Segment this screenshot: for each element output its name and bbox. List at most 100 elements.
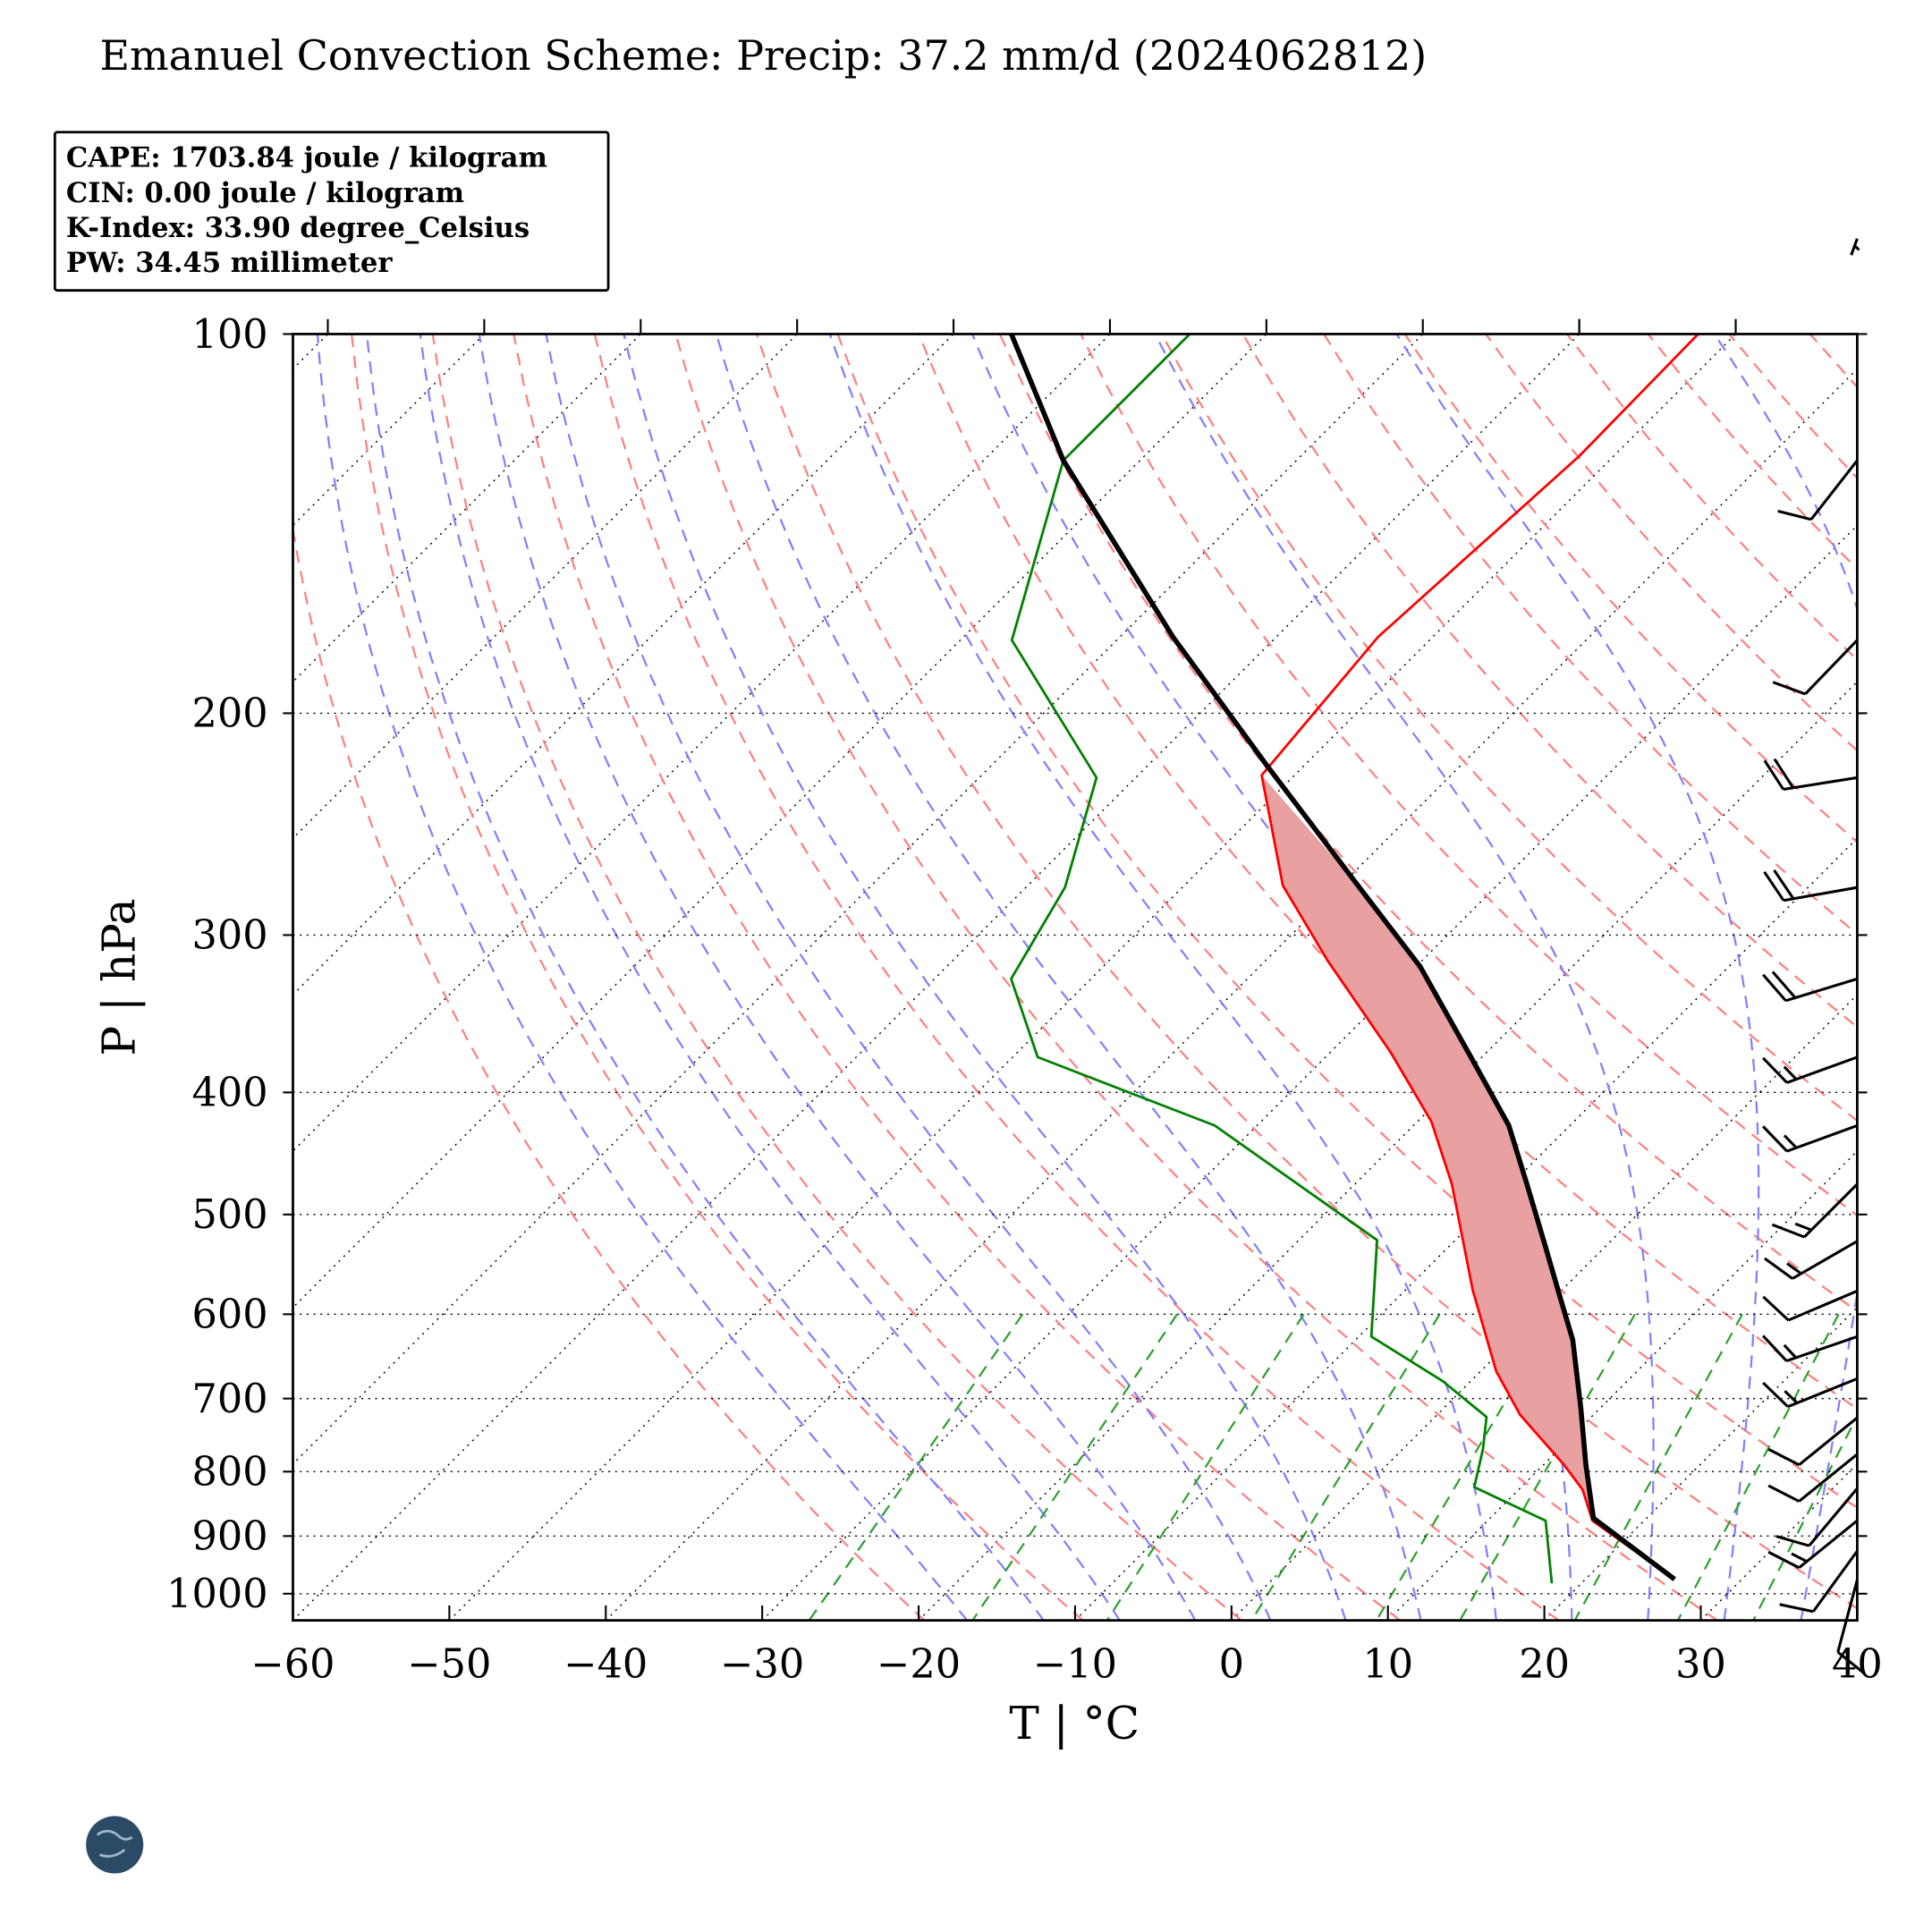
- mixing-ratio-line: [1752, 1413, 1858, 1621]
- dry-adiabat-line: [1647, 334, 1858, 571]
- barb-feather: [1763, 1257, 1793, 1280]
- barb-feather: [1767, 1550, 1801, 1570]
- barb-staff: [1798, 1416, 1859, 1466]
- logo-globe-icon: [86, 1816, 144, 1874]
- barb-feather: [1775, 1535, 1810, 1547]
- wind-barb: [1771, 1182, 1859, 1239]
- moist-adiabat-line: [478, 334, 1197, 1621]
- barb-staff: [1809, 459, 1859, 521]
- barb-feather: [1762, 1381, 1789, 1408]
- barb-staff: [1786, 1055, 1858, 1084]
- isotherm-line: [918, 681, 1858, 1621]
- wind-barb: [1762, 1335, 1858, 1362]
- barb-feather: [1762, 1335, 1788, 1362]
- isotherm-line: [292, 334, 485, 527]
- barb-feather: [1762, 1125, 1788, 1153]
- dry-adiabat-line: [292, 523, 926, 1621]
- stats-box: CAPE: 1703.84 joule / kilogram CIN: 0.00…: [53, 131, 610, 292]
- wind-barb: [1762, 970, 1858, 1003]
- isotherm-line: [292, 334, 1580, 1621]
- barb-feather: [1773, 758, 1795, 789]
- isotherm-line: [292, 334, 328, 370]
- wind-barb: [1779, 1550, 1859, 1614]
- x-tick-label: 20: [1519, 1641, 1570, 1688]
- barb-staff: [1784, 977, 1858, 1003]
- isotherm-line: [448, 334, 1737, 1621]
- isotherm-line: [1231, 994, 1858, 1621]
- wind-barb: [1777, 459, 1859, 521]
- isotherm-line: [292, 334, 1267, 1309]
- barb-staff: [1836, 1579, 1859, 1653]
- isotherm-line: [605, 368, 1858, 1621]
- barb-feather: [1767, 1484, 1801, 1503]
- barb-feather: [1771, 1223, 1805, 1239]
- barb-feather: [1763, 759, 1785, 791]
- mixing-ratio-line: [1375, 1313, 1558, 1621]
- barb-staff: [1804, 639, 1859, 695]
- barb-half-feather: [1783, 1065, 1798, 1080]
- y-tick-label: 800: [192, 1449, 268, 1496]
- barb-staff: [1812, 1550, 1859, 1613]
- mixing-ratio-line: [1676, 1313, 1840, 1621]
- x-tick-label: −10: [1033, 1641, 1117, 1688]
- wind-barb: [1762, 1123, 1858, 1153]
- barb-feather: [1762, 973, 1787, 1002]
- isotherm-line: [292, 334, 1111, 1152]
- temperature-line: [1260, 334, 1699, 1580]
- barb-staff: [1792, 1240, 1859, 1280]
- x-tick-label: 40: [1832, 1641, 1883, 1688]
- wind-barb: [1775, 1487, 1859, 1547]
- y-axis-label: P | hPa: [93, 898, 146, 1055]
- dry-adiabat-line: [998, 334, 1858, 1313]
- dry-adiabat-line: [836, 334, 1858, 1509]
- stats-cape: CAPE: 1703.84 joule / kilogram: [66, 142, 547, 174]
- x-tick-label: −50: [407, 1641, 491, 1688]
- barb-feather: [1779, 1603, 1814, 1614]
- wind-barb: [1762, 1289, 1858, 1322]
- wind-barb: [1767, 1453, 1859, 1503]
- background-lines: [292, 334, 1932, 1621]
- moist-adiabat-line: [1713, 334, 1858, 1621]
- mixing-ratio-line: [1459, 1313, 1636, 1621]
- isotherm-line: [1856, 1619, 1858, 1621]
- barb-feather: [1772, 681, 1806, 696]
- barb-staff: [1783, 886, 1858, 902]
- wind-barb: [1767, 1416, 1859, 1467]
- wind-barb: [1850, 238, 1860, 256]
- moist-adiabat-line: [419, 334, 1121, 1621]
- barb-feather: [1777, 509, 1812, 521]
- barb-feather: [1836, 1650, 1866, 1675]
- barb-feather: [1771, 970, 1797, 999]
- wind-barb: [1763, 869, 1858, 902]
- x-tick-label: 0: [1219, 1641, 1244, 1688]
- chart-title: Emanuel Convection Scheme: Precip: 37.2 …: [99, 31, 1427, 80]
- isotherm-line: [292, 334, 798, 840]
- y-tick-label: 700: [192, 1376, 268, 1422]
- moist-adiabat-line: [366, 334, 1045, 1621]
- mixing-ratio-line: [971, 1313, 1178, 1621]
- isotherm-line: [1074, 837, 1858, 1621]
- barb-staff: [1785, 1335, 1858, 1362]
- moist-adiabat-line: [623, 334, 1347, 1621]
- barb-half-feather: [1791, 1552, 1808, 1563]
- wind-barb: [1772, 639, 1859, 696]
- wind-barbs: [1762, 238, 1866, 1675]
- barb-half-feather: [1786, 1262, 1802, 1275]
- mixing-ratio-line: [1250, 1313, 1441, 1621]
- x-axis-label: T | °C: [1009, 1697, 1140, 1750]
- moist-adiabat-line: [316, 334, 969, 1621]
- isotherm-line: [1387, 1149, 1858, 1621]
- moist-adiabat-line: [1395, 334, 1760, 1621]
- y-tick-label: 900: [192, 1513, 268, 1560]
- y-tick-label: 400: [192, 1070, 268, 1116]
- stats-k-index: K-Index: 33.90 degree_Celsius: [66, 212, 530, 244]
- mixing-ratio-line: [1106, 1313, 1305, 1621]
- y-tick-label: 500: [192, 1191, 268, 1238]
- dry-adiabat-line: [1891, 334, 1932, 1620]
- moist-adiabat-line: [828, 334, 1497, 1621]
- stats-box-frame: [53, 131, 610, 292]
- wind-barb: [1763, 1240, 1859, 1280]
- barb-staff: [1798, 1519, 1859, 1569]
